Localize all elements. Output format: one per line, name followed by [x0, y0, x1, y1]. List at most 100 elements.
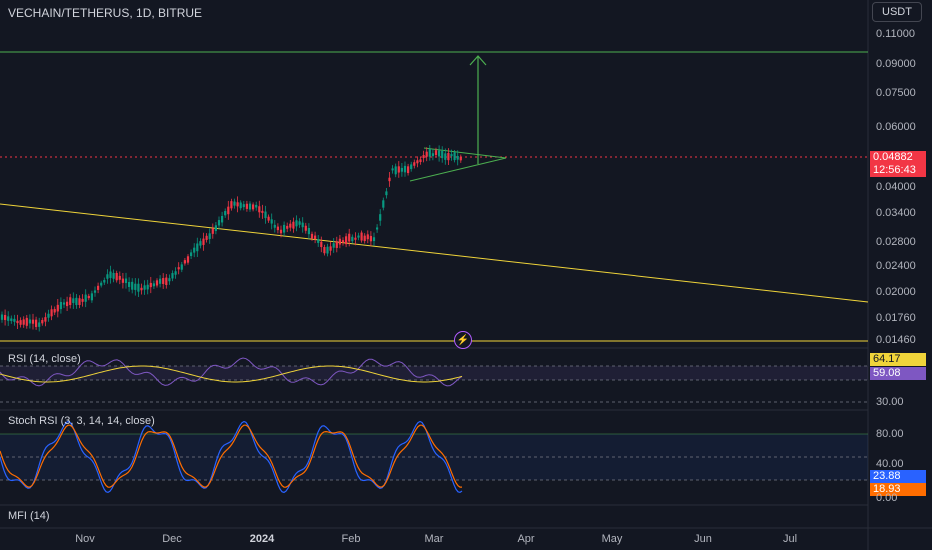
candle-body [320, 241, 323, 248]
candle-body [208, 233, 211, 240]
candle-body [81, 298, 84, 302]
candle-body [202, 238, 205, 245]
candle-body [47, 313, 50, 318]
candle-body [0, 314, 4, 320]
candle-body [162, 278, 165, 284]
candle-body [394, 166, 397, 175]
mfi-label[interactable]: MFI (14) [8, 510, 50, 522]
time-axis-label: Nov [75, 533, 95, 545]
candle-body [75, 297, 78, 306]
candle-body [286, 225, 289, 229]
symbol-title[interactable]: VECHAIN/TETHERUS, 1D, BITRUE [8, 6, 203, 20]
candle-body [428, 148, 431, 157]
stoch-axis-80: 80.00 [876, 428, 904, 440]
price-axis-label: 0.09000 [876, 58, 916, 70]
candle-body [317, 239, 320, 243]
candle-body [407, 166, 410, 174]
candle-body [233, 201, 236, 206]
candle-body [227, 206, 230, 215]
candle-body [438, 150, 441, 157]
candle-body [252, 204, 255, 210]
candle-body [298, 221, 301, 225]
candle-body [69, 297, 72, 306]
candle-body [168, 278, 171, 282]
candle-body [174, 271, 177, 275]
candle-body [292, 221, 295, 229]
candle-body [314, 235, 317, 240]
candle-body [90, 293, 93, 301]
stoch-rsi-label[interactable]: Stoch RSI (3, 3, 14, 14, close) [8, 415, 155, 427]
price-axis-label: 0.01760 [876, 312, 916, 324]
rsi-label[interactable]: RSI (14, close) [8, 353, 81, 365]
candle-body [97, 285, 100, 290]
candle-body [193, 247, 196, 253]
candle-body [323, 247, 326, 254]
trend-line[interactable] [0, 203, 869, 303]
stoch-d-badge: 18.93 [870, 483, 926, 496]
candle-body [341, 240, 345, 243]
price-axis-label: 0.03400 [876, 207, 916, 219]
candle-body [121, 278, 124, 283]
candle-body [31, 319, 35, 324]
candle-body [276, 226, 279, 231]
candle-body [434, 150, 438, 156]
candle-body [419, 159, 422, 163]
lightning-icon[interactable]: ⚡ [454, 331, 472, 349]
candle-body [422, 155, 425, 159]
time-axis-label: Dec [162, 533, 182, 545]
candle-body [258, 206, 261, 213]
candle-body [35, 319, 38, 327]
candle-body [255, 204, 258, 208]
candle-body [103, 280, 106, 283]
candle-body [289, 223, 292, 228]
candle-body [450, 154, 453, 157]
candle-body [134, 283, 137, 290]
candle-body [351, 236, 354, 242]
currency-button[interactable]: USDT [872, 2, 922, 22]
candlestick-series [0, 144, 462, 332]
time-axis-label: 2024 [249, 533, 275, 545]
rsi-axis-30: 30.00 [876, 396, 904, 408]
candle-body [360, 232, 363, 241]
time-axis-label: Jun [694, 533, 712, 545]
candle-body [152, 283, 155, 287]
candle-body [59, 301, 62, 310]
candle-body [397, 166, 400, 173]
candle-body [137, 283, 140, 292]
candle-body [13, 318, 16, 322]
candle-body [416, 160, 419, 164]
candle-body [155, 280, 159, 286]
candle-body [444, 153, 447, 160]
candle-body [376, 227, 379, 230]
current-price-badge: 0.04882 12:56:43 [870, 151, 926, 177]
candle-body [239, 202, 242, 209]
candle-body [304, 225, 307, 231]
candle-body [267, 216, 270, 221]
candle-body [124, 278, 128, 284]
candle-body [19, 320, 22, 325]
candle-body [84, 294, 87, 302]
candle-body [431, 153, 434, 157]
candle-body [44, 317, 47, 322]
candle-body [295, 220, 298, 227]
candle-body [196, 243, 199, 252]
candle-body [38, 322, 41, 327]
price-axis-label: 0.07500 [876, 87, 916, 99]
candle-body [453, 152, 456, 161]
rsi-ma-line [0, 365, 463, 383]
candle-body [329, 246, 332, 251]
candle-body [10, 318, 13, 321]
stoch-k-badge: 23.88 [870, 470, 926, 483]
candle-body [236, 202, 239, 207]
candle-body [310, 233, 314, 239]
rsi-band [0, 366, 868, 380]
candle-body [100, 282, 103, 286]
candle-body [53, 309, 56, 313]
candle-body [180, 264, 183, 270]
candle-body [388, 177, 391, 182]
candle-body [211, 228, 214, 234]
candle-body [41, 319, 44, 324]
candle-body [245, 203, 248, 209]
price-axis-label: 0.06000 [876, 121, 916, 133]
